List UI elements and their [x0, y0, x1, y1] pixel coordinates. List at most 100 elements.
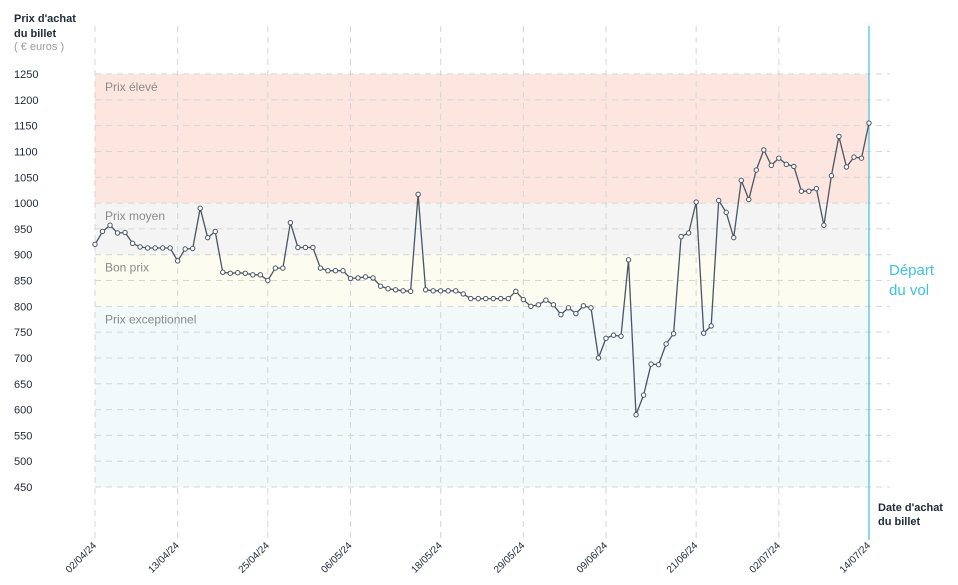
- data-point-92: [783, 161, 790, 168]
- data-point-1: [99, 228, 106, 235]
- data-point-103: [866, 120, 872, 126]
- x-tick-label-0: 02/04/24: [64, 540, 100, 576]
- data-point-18: [227, 270, 233, 276]
- data-point-11: [174, 258, 181, 264]
- data-point-19: [235, 270, 241, 276]
- data-point-102: [858, 155, 865, 161]
- data-point-6: [137, 244, 143, 250]
- data-point-85: [731, 234, 737, 241]
- data-point-63: [565, 305, 572, 311]
- data-point-76: [663, 341, 669, 347]
- data-point-23: [265, 277, 271, 284]
- data-point-39: [385, 286, 391, 292]
- data-point-61: [550, 302, 557, 308]
- data-point-28: [302, 244, 309, 251]
- y-tick-label-15: 1200: [14, 95, 38, 107]
- data-point-27: [295, 244, 301, 251]
- band-label-0: Prix élevé: [105, 80, 158, 94]
- data-point-52: [483, 295, 489, 302]
- x-tick-label-5: 29/05/24: [492, 540, 528, 576]
- data-point-67: [595, 355, 602, 361]
- x-tick-label-4: 18/05/24: [409, 540, 445, 576]
- departure-label-line2: du vol: [889, 282, 929, 299]
- data-point-49: [460, 291, 466, 297]
- data-point-74: [648, 361, 654, 367]
- data-point-64: [573, 310, 579, 317]
- data-point-94: [798, 188, 805, 194]
- data-point-83: [716, 197, 722, 204]
- data-point-84: [723, 209, 729, 216]
- data-point-21: [250, 272, 256, 278]
- data-point-69: [610, 332, 617, 338]
- data-point-87: [746, 196, 752, 203]
- data-point-93: [791, 163, 797, 170]
- data-point-96: [813, 185, 820, 192]
- y-tick-label-4: 650: [14, 379, 32, 391]
- data-point-97: [821, 222, 827, 228]
- data-point-65: [580, 303, 587, 309]
- y-tick-label-6: 750: [14, 327, 32, 339]
- data-point-100: [843, 164, 850, 170]
- data-point-42: [407, 288, 414, 295]
- data-point-101: [851, 154, 857, 160]
- y-tick-label-0: 450: [14, 482, 32, 494]
- data-point-4: [122, 229, 128, 236]
- x-axis-title-line2: du billet: [878, 516, 921, 528]
- data-point-80: [693, 199, 699, 205]
- y-tick-label-13: 1100: [14, 146, 38, 158]
- data-point-77: [670, 330, 677, 337]
- band-label-2: Bon prix: [105, 261, 149, 275]
- data-point-37: [370, 275, 376, 281]
- grid-lines: [94, 26, 890, 540]
- band-label-1: Prix moyen: [105, 209, 165, 223]
- departure-label-line1: Départ: [889, 262, 935, 279]
- data-point-88: [753, 167, 759, 173]
- data-point-50: [468, 295, 474, 302]
- price-points: [92, 120, 872, 418]
- data-point-89: [761, 147, 767, 153]
- data-point-75: [655, 361, 662, 368]
- data-point-12: [182, 246, 188, 252]
- data-point-17: [220, 269, 226, 275]
- data-point-70: [618, 333, 624, 339]
- data-point-8: [152, 245, 158, 251]
- data-point-98: [828, 173, 835, 179]
- x-tick-label-3: 06/05/24: [319, 540, 355, 576]
- data-point-54: [498, 295, 504, 302]
- data-point-25: [280, 265, 286, 271]
- y-tick-label-16: 1250: [14, 69, 38, 81]
- data-point-86: [738, 177, 744, 184]
- data-point-45: [430, 288, 436, 294]
- data-point-59: [535, 302, 542, 308]
- x-tick-label-2: 25/04/24: [237, 540, 273, 576]
- data-point-82: [708, 323, 714, 329]
- data-point-58: [528, 303, 534, 310]
- data-point-3: [114, 230, 121, 236]
- y-axis-ticks: 450 500 550 600 650 700 750 800 850 900 950 1000 105…: [14, 69, 38, 494]
- data-point-99: [836, 133, 842, 140]
- y-tick-label-9: 900: [14, 250, 32, 262]
- data-point-72: [633, 412, 639, 418]
- data-point-22: [257, 272, 264, 278]
- data-point-15: [205, 234, 211, 241]
- data-point-81: [700, 330, 707, 336]
- data-point-36: [362, 274, 369, 280]
- data-point-40: [392, 287, 399, 293]
- y-tick-label-7: 800: [14, 301, 32, 313]
- data-point-0: [92, 241, 98, 248]
- data-point-14: [197, 205, 203, 211]
- x-tick-label-8: 02/07/24: [748, 540, 784, 576]
- data-point-16: [212, 228, 218, 235]
- x-tick-label-6: 09/06/24: [575, 540, 611, 576]
- data-point-95: [806, 188, 812, 194]
- data-point-10: [167, 245, 173, 251]
- y-tick-label-11: 1000: [14, 198, 38, 210]
- y-tick-label-8: 850: [14, 276, 32, 288]
- data-point-13: [189, 245, 196, 252]
- x-tick-label-7: 21/06/24: [665, 540, 701, 576]
- data-point-48: [452, 288, 459, 294]
- x-axis-ticks: 02/04/24 13/04/24 25/04/24 06/05/24 18/05/24…: [64, 540, 874, 576]
- data-point-38: [377, 283, 384, 289]
- y-tick-label-12: 1050: [14, 172, 38, 184]
